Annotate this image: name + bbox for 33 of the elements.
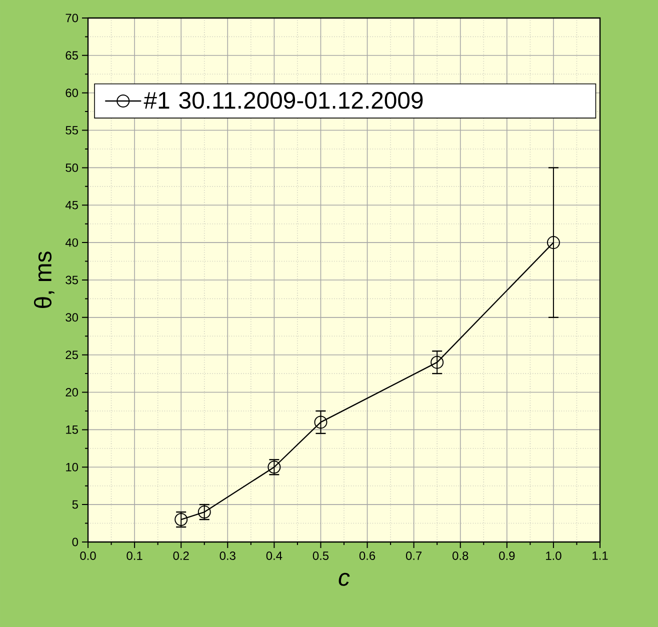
x-tick-label: 0.2 [173,552,189,560]
y-tick-label: 50 [66,163,78,172]
y-tick-label: 65 [66,51,78,60]
y-tick-label: 10 [66,462,78,472]
x-tick-label: 0.7 [406,552,422,560]
y-tick-label: 15 [66,426,78,434]
x-tick-label: 1.1 [592,552,608,560]
x-tick-label: 0.3 [220,552,236,560]
point [430,356,444,369]
y-tick-label: 5 [72,500,78,509]
point [546,236,560,250]
y-tick-label: 30 [66,313,78,322]
y-tick-label: 0 [72,538,78,546]
x-tick-label: 0.0 [80,552,96,560]
x-tick-label: 0.6 [359,552,376,560]
y-tick-label: 45 [65,200,78,210]
y-tick-label: 25 [66,350,78,360]
x-tick-label: 0.9 [499,552,515,560]
x-tick-label: 0.1 [126,552,142,560]
legend-label: #1 30.11.2009-01.12.2009 [144,92,423,109]
x-tick-label: 0.8 [452,552,468,560]
y-tick-label: 55 [66,126,78,134]
y-axis-title: θ, ms [34,252,54,308]
x-tick-label: 1.0 [546,552,562,560]
x-tick-label: 0.4 [266,552,282,560]
point [314,416,328,429]
x-tick-label: 0.5 [312,552,329,560]
y-tick-label: 70 [66,14,78,22]
x-axis-title: c [338,572,350,586]
y-tick-label: 40 [65,238,78,247]
y-tick-label: 60 [66,88,78,98]
y-tick-label: 35 [66,276,78,284]
y-tick-label: 20 [66,388,78,396]
